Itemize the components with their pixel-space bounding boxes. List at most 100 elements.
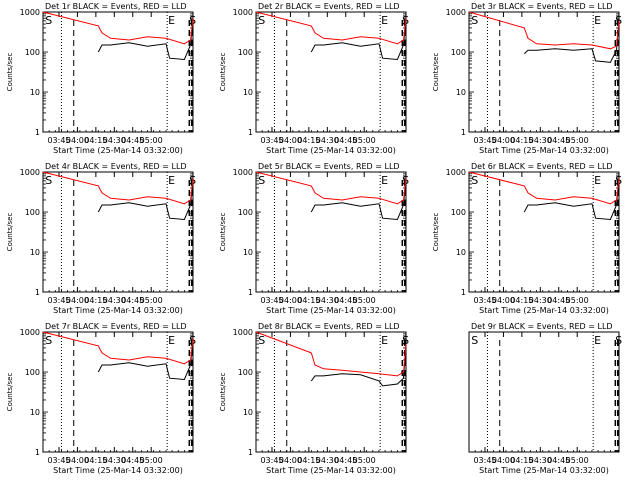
series-line-events: [97, 338, 194, 381]
y-tick-label: 100: [25, 48, 40, 57]
y-tick-label: 1: [461, 128, 466, 137]
x-axis-label: Start Time (25-Mar-14 03:32:00): [266, 466, 396, 475]
y-tick-label: 1000: [233, 328, 253, 337]
y-tick-label: 1: [248, 448, 253, 457]
x-axis-label: Start Time (25-Mar-14 03:32:00): [53, 306, 183, 315]
y-tick-label: 100: [451, 48, 466, 57]
x-tick-label: 05:00: [140, 136, 163, 145]
x-tick-label: 04:45: [547, 296, 570, 305]
chart-panel-7: Det 7r BLACK = Events, RED = LLD 1 10 100 10…: [6, 322, 196, 475]
y-tick-label: 1000: [446, 8, 466, 17]
chart-panel-2: Det 2r BLACK = Events, RED = LLD 1 10 100 10…: [219, 2, 409, 155]
y-tick-label: 10: [456, 248, 466, 257]
y-tick-label: 10: [30, 408, 40, 417]
y-axis-label: Counts/sec: [6, 53, 14, 92]
x-tick-label: 03:45: [473, 456, 496, 465]
x-tick-label: 04:45: [547, 136, 570, 145]
x-tick-label: 03:45: [47, 456, 70, 465]
x-tick-label: 04:00: [492, 456, 515, 465]
x-tick-label: 04:30: [529, 136, 552, 145]
x-tick-label: 04:15: [297, 136, 320, 145]
marker-label: S: [615, 334, 622, 347]
marker-label: E: [168, 334, 175, 347]
x-tick-label: 04:15: [84, 296, 107, 305]
x-tick-label: 04:15: [84, 456, 107, 465]
marker-label: E: [381, 14, 388, 27]
marker-label: S: [402, 334, 409, 347]
plot-frame: [42, 11, 194, 133]
x-tick-label: 03:45: [473, 136, 496, 145]
x-axis-label: Start Time (25-Mar-14 03:32:00): [266, 146, 396, 155]
chart-panel-5: Det 5r BLACK = Events, RED = LLD 1 10 100 10…: [219, 162, 409, 315]
y-tick-label: 1000: [233, 8, 253, 17]
x-tick-label: 04:30: [103, 136, 126, 145]
x-tick-label: 04:30: [103, 456, 126, 465]
x-tick-label: 04:45: [121, 296, 144, 305]
chart-title: Det 7r BLACK = Events, RED = LLD: [45, 322, 187, 331]
y-tick-label: 100: [25, 208, 40, 217]
y-tick-label: 10: [243, 88, 253, 97]
x-tick-label: 04:15: [510, 136, 533, 145]
x-tick-label: 04:15: [297, 456, 320, 465]
y-axis-label: Counts/sec: [6, 373, 14, 412]
chart-title: Det 6r BLACK = Events, RED = LLD: [471, 162, 613, 171]
x-axis-label: Start Time (25-Mar-14 03:32:00): [53, 466, 183, 475]
y-tick-label: 1: [35, 448, 40, 457]
chart-panel-4: Det 4r BLACK = Events, RED = LLD 1 10 100 10…: [6, 162, 196, 315]
x-tick-label: 03:45: [47, 296, 70, 305]
marker-label: E: [381, 334, 388, 347]
series-line-lld: [255, 11, 407, 45]
y-axis-label: Counts/sec: [219, 53, 227, 92]
plot-frame: [42, 331, 194, 453]
chart-panel-9: Det 9r BLACK = Events, RED = LLD03:4504:…: [468, 322, 622, 475]
x-axis-label: Start Time (25-Mar-14 03:32:00): [479, 146, 609, 155]
x-axis-label: Start Time (25-Mar-14 03:32:00): [479, 306, 609, 315]
x-tick-label: 04:00: [492, 296, 515, 305]
series-line-lld: [468, 171, 620, 205]
series-line-lld: [42, 331, 194, 365]
y-tick-label: 1000: [20, 8, 40, 17]
chart-title: Det 9r BLACK = Events, RED = LLD: [471, 322, 613, 331]
x-tick-label: 03:45: [260, 136, 283, 145]
chart-title: Det 4r BLACK = Events, RED = LLD: [45, 162, 187, 171]
x-tick-label: 03:45: [473, 296, 496, 305]
x-tick-label: 04:00: [66, 296, 89, 305]
x-tick-label: 04:15: [510, 296, 533, 305]
series-line-events: [523, 178, 620, 221]
marker-label: S: [258, 14, 265, 27]
plot-frame: [468, 11, 620, 133]
x-tick-label: 04:45: [121, 136, 144, 145]
chart-panel-3: Det 3r BLACK = Events, RED = LLD 1 10 100 10…: [432, 2, 622, 155]
y-tick-label: 100: [238, 368, 253, 377]
x-tick-label: 04:00: [279, 456, 302, 465]
series-line-events: [310, 343, 407, 387]
x-tick-label: 05:00: [353, 136, 376, 145]
y-tick-label: 100: [238, 48, 253, 57]
y-axis-label: Counts/sec: [219, 373, 227, 412]
chart-title: Det 8r BLACK = Events, RED = LLD: [258, 322, 400, 331]
x-tick-label: 04:45: [334, 456, 357, 465]
series-line-events: [310, 18, 407, 61]
x-tick-label: 04:45: [547, 456, 570, 465]
y-tick-label: 10: [30, 88, 40, 97]
y-tick-label: 10: [30, 248, 40, 257]
x-tick-label: 04:30: [529, 296, 552, 305]
series-line-events: [310, 178, 407, 221]
y-tick-label: 1: [35, 128, 40, 137]
x-tick-label: 05:00: [353, 296, 376, 305]
marker-label: S: [45, 14, 52, 27]
chart-title: Det 3r BLACK = Events, RED = LLD: [471, 2, 613, 11]
y-tick-label: 10: [243, 248, 253, 257]
x-tick-label: 05:00: [140, 296, 163, 305]
y-axis-label: Counts/sec: [432, 213, 440, 252]
series-line-lld: [255, 331, 407, 377]
marker-label: E: [594, 334, 601, 347]
x-axis-label: Start Time (25-Mar-14 03:32:00): [53, 146, 183, 155]
marker-label: E: [594, 174, 601, 187]
marker-label: E: [594, 14, 601, 27]
series-line-lld: [42, 11, 194, 45]
chart-panel-1: Det 1r BLACK = Events, RED = LLD 1 10 100 10…: [6, 2, 196, 155]
y-tick-label: 100: [238, 208, 253, 217]
plot-frame: [255, 11, 407, 133]
y-tick-label: 1: [248, 128, 253, 137]
